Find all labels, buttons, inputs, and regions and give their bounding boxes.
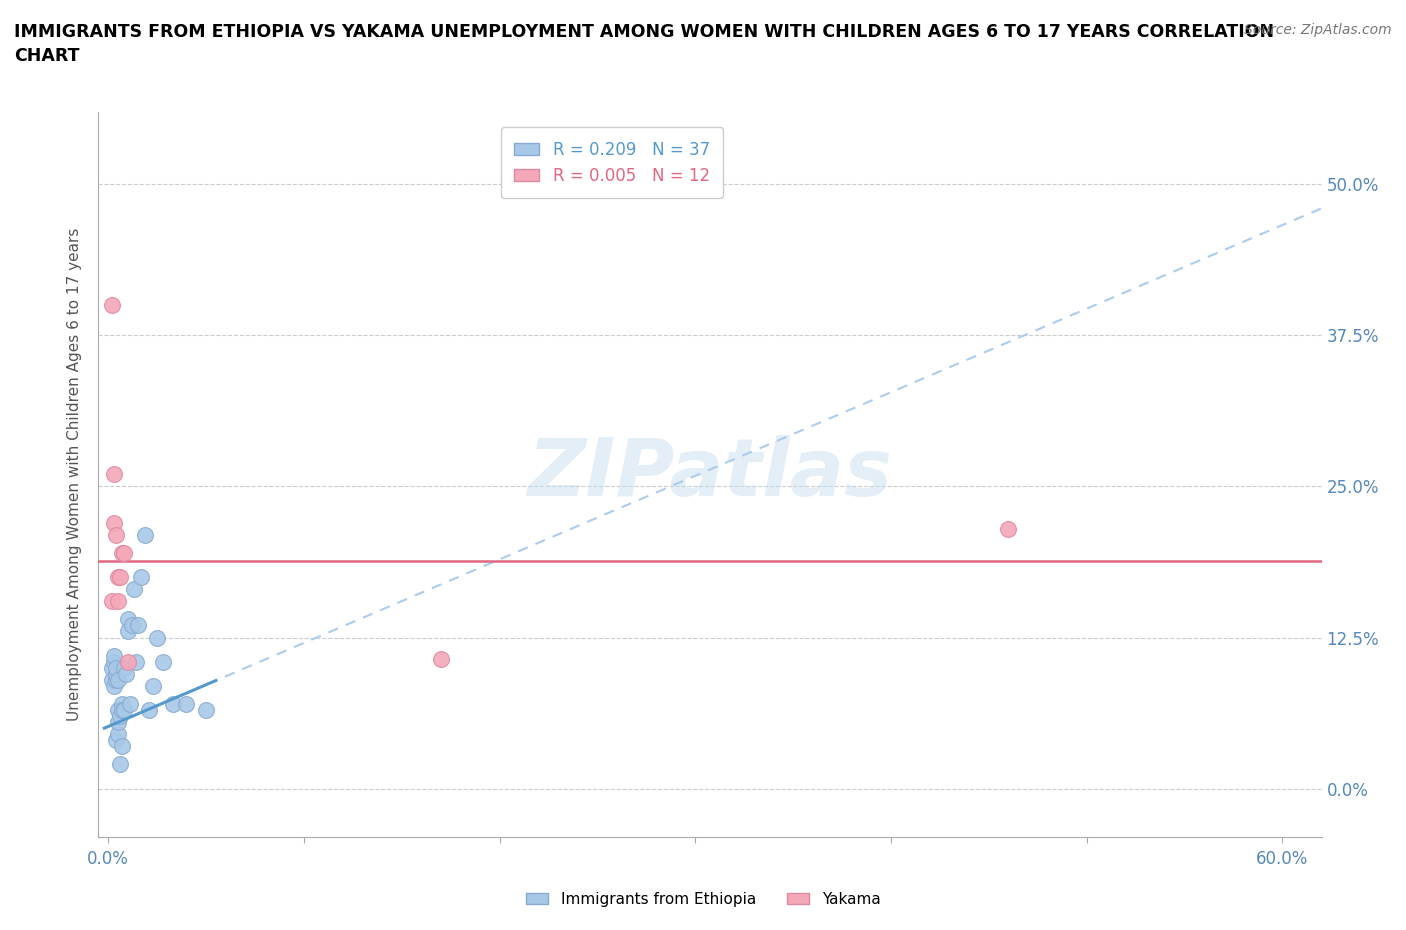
Point	[121, 618, 143, 633]
Y-axis label: Unemployment Among Women with Children Ages 6 to 17 years: Unemployment Among Women with Children A…	[67, 228, 83, 721]
Point	[101, 594, 124, 609]
Point	[111, 545, 134, 560]
Point	[105, 733, 128, 748]
Point	[111, 697, 134, 711]
Point	[118, 697, 141, 711]
Point	[111, 738, 134, 753]
Point	[117, 612, 139, 627]
Legend: Immigrants from Ethiopia, Yakama: Immigrants from Ethiopia, Yakama	[519, 886, 887, 913]
Point	[105, 527, 128, 542]
Point	[107, 727, 129, 742]
Point	[142, 679, 165, 694]
Point	[107, 714, 129, 729]
Point	[103, 679, 125, 694]
Point	[138, 703, 160, 718]
Point	[112, 660, 135, 675]
Point	[112, 703, 135, 718]
Point	[108, 757, 131, 772]
Point	[107, 570, 129, 585]
Point	[124, 655, 146, 670]
Text: ZIPatlas: ZIPatlas	[527, 435, 893, 513]
Point	[101, 660, 124, 675]
Text: IMMIGRANTS FROM ETHIOPIA VS YAKAMA UNEMPLOYMENT AMONG WOMEN WITH CHILDREN AGES 6: IMMIGRANTS FROM ETHIOPIA VS YAKAMA UNEMP…	[14, 23, 1274, 65]
Point	[146, 631, 169, 645]
Point	[195, 703, 218, 718]
Point	[117, 655, 139, 670]
Point	[101, 672, 124, 687]
Point	[176, 697, 198, 711]
Point	[103, 648, 125, 663]
Point	[122, 582, 145, 597]
Point	[105, 672, 128, 687]
Point	[103, 655, 125, 670]
Point	[105, 667, 128, 682]
Point	[105, 660, 128, 675]
Point	[430, 652, 453, 667]
Point	[101, 298, 124, 312]
Point	[103, 515, 125, 530]
Text: Source: ZipAtlas.com: Source: ZipAtlas.com	[1244, 23, 1392, 37]
Point	[107, 703, 129, 718]
Point	[111, 703, 134, 718]
Point	[107, 594, 129, 609]
Point	[108, 570, 131, 585]
Legend: R = 0.209   N = 37, R = 0.005   N = 12: R = 0.209 N = 37, R = 0.005 N = 12	[501, 127, 723, 198]
Point	[997, 522, 1019, 537]
Point	[112, 545, 135, 560]
Point	[127, 618, 149, 633]
Point	[152, 655, 174, 670]
Point	[107, 672, 129, 687]
Point	[134, 527, 156, 542]
Point	[108, 709, 131, 724]
Point	[117, 624, 139, 639]
Point	[114, 667, 136, 682]
Point	[131, 570, 153, 585]
Point	[162, 697, 184, 711]
Point	[103, 467, 125, 482]
